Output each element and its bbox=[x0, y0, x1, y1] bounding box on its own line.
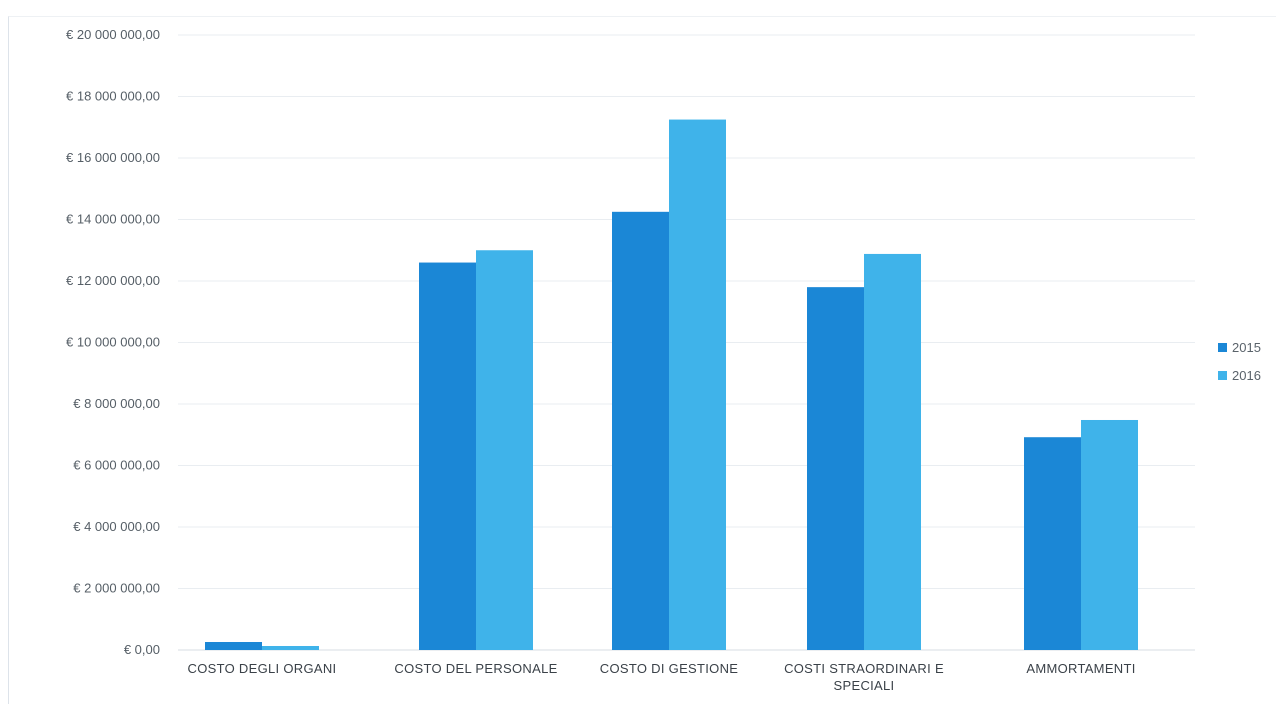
bar-2015 bbox=[419, 262, 476, 650]
bar-2015 bbox=[612, 211, 669, 650]
bars bbox=[205, 119, 1138, 650]
bar-2016 bbox=[669, 119, 726, 650]
y-tick-label: € 16 000 000,00 bbox=[66, 150, 160, 165]
x-tick-label: COSTI STRAORDINARI E bbox=[784, 661, 944, 676]
x-tick-label: COSTO DEL PERSONALE bbox=[394, 661, 557, 676]
y-tick-label: € 8 000 000,00 bbox=[73, 396, 160, 411]
bar-2015 bbox=[205, 642, 262, 650]
y-tick-label: € 12 000 000,00 bbox=[66, 273, 160, 288]
y-tick-label: € 20 000 000,00 bbox=[66, 27, 160, 42]
y-tick-label: € 10 000 000,00 bbox=[66, 335, 160, 350]
y-tick-label: € 2 000 000,00 bbox=[73, 581, 160, 596]
bar-2015 bbox=[807, 287, 864, 650]
legend: 2015 2016 bbox=[1218, 340, 1261, 383]
bar-2016 bbox=[476, 250, 533, 650]
legend-swatch-2015 bbox=[1218, 343, 1227, 352]
bar-2016 bbox=[1081, 419, 1138, 650]
x-axis: COSTO DEGLI ORGANI COSTO DEL PERSONALE COS… bbox=[188, 661, 1136, 693]
legend-label-2015: 2015 bbox=[1232, 340, 1261, 355]
y-tick-label: € 4 000 000,00 bbox=[73, 519, 160, 534]
bar-2015 bbox=[1024, 437, 1081, 650]
bar-2016 bbox=[864, 253, 921, 650]
x-tick-label: SPECIALI bbox=[834, 678, 895, 693]
x-tick-label: AMMORTAMENTI bbox=[1026, 661, 1135, 676]
bar-2016 bbox=[262, 646, 319, 650]
y-axis: € 0,00 € 2 000 000,00 € 4 000 000,00 € 6 00… bbox=[66, 27, 160, 657]
y-tick-label: € 14 000 000,00 bbox=[66, 212, 160, 227]
y-tick-label: € 0,00 bbox=[124, 642, 160, 657]
x-tick-label: COSTO DI GESTIONE bbox=[600, 661, 739, 676]
legend-label-2016: 2016 bbox=[1232, 368, 1261, 383]
chart-frame bbox=[8, 16, 1276, 704]
x-tick-label: COSTO DEGLI ORGANI bbox=[188, 661, 337, 676]
legend-swatch-2016 bbox=[1218, 371, 1227, 380]
y-tick-label: € 6 000 000,00 bbox=[73, 458, 160, 473]
y-tick-label: € 18 000 000,00 bbox=[66, 89, 160, 104]
